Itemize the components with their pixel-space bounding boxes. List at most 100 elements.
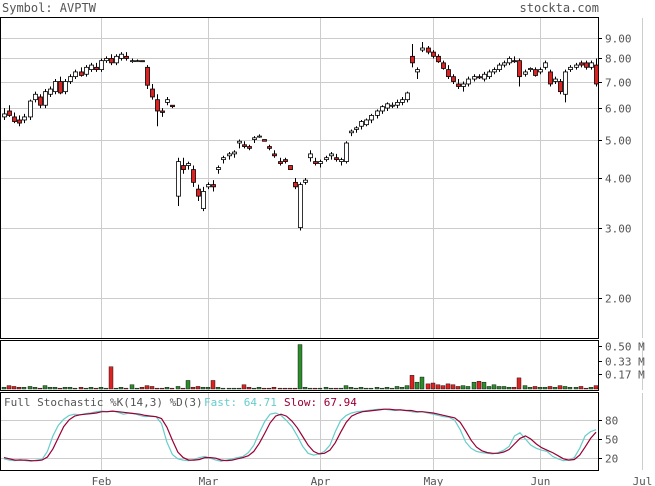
candle-body xyxy=(553,78,558,82)
candle-body xyxy=(405,92,410,101)
volume-bar xyxy=(542,387,548,390)
candle-body xyxy=(436,55,441,63)
candle-body xyxy=(43,91,48,106)
volume-bar xyxy=(471,381,477,390)
volume-bar xyxy=(123,387,129,390)
volume-bar xyxy=(72,387,78,390)
volume-bar xyxy=(210,380,216,390)
candle-body xyxy=(89,64,94,71)
candle-body xyxy=(344,142,349,162)
candle-body xyxy=(216,167,221,170)
volume-bar xyxy=(338,387,344,390)
candle-body xyxy=(99,60,104,71)
volume-bar xyxy=(363,387,369,390)
volume-tick-label: 0.50 M xyxy=(605,341,645,354)
candle-body xyxy=(181,165,186,170)
candle-body xyxy=(293,181,298,188)
volume-bar xyxy=(384,387,390,390)
candle-body xyxy=(84,66,89,75)
candle-body xyxy=(109,58,114,64)
candle-body xyxy=(354,127,359,130)
fast-value-label: Fast: 64.71 xyxy=(204,396,277,409)
price-tick-label: 8.00 xyxy=(605,53,632,66)
candle-body xyxy=(349,130,354,134)
candle-body xyxy=(313,161,318,164)
x-tick-label: Mar xyxy=(199,475,219,486)
volume-bar xyxy=(496,386,502,390)
candle-body xyxy=(400,99,405,103)
volume-bar xyxy=(486,386,492,390)
candle-body xyxy=(211,184,216,188)
volume-bar xyxy=(215,387,221,390)
candle-body xyxy=(528,68,533,71)
candle-body xyxy=(543,62,548,68)
volume-bar xyxy=(414,381,420,390)
candle-body xyxy=(298,184,303,229)
volume-bar xyxy=(62,387,68,390)
volume-bar xyxy=(389,387,395,390)
volume-bar xyxy=(11,386,17,390)
candle-body xyxy=(589,62,594,68)
volume-bar xyxy=(108,366,114,390)
volume-bar xyxy=(129,384,135,390)
candle-body xyxy=(104,58,109,62)
x-tick-label: May xyxy=(424,475,444,486)
candle-body xyxy=(79,71,84,76)
volume-bar xyxy=(425,383,431,390)
volume-bar xyxy=(532,386,538,390)
volume-bar xyxy=(491,384,497,390)
volume-bar xyxy=(435,384,441,390)
candle-body xyxy=(170,104,175,108)
candle-body xyxy=(461,83,466,87)
site-label: stockta.com xyxy=(520,1,599,15)
candle-body xyxy=(324,157,329,161)
volume-bar xyxy=(42,385,48,390)
candle-body xyxy=(415,69,420,73)
candle-body xyxy=(472,76,477,80)
volume-bar xyxy=(409,375,415,390)
volume-bar xyxy=(353,387,359,390)
volume-bar xyxy=(236,387,242,390)
candle-body xyxy=(548,71,553,85)
candle-body xyxy=(446,69,451,78)
candle-body xyxy=(135,60,140,63)
price-tick-label: 4.00 xyxy=(605,173,632,186)
candle-body xyxy=(227,153,232,157)
candle-body xyxy=(303,179,308,183)
volume-bar xyxy=(180,387,186,390)
stochastic-lines xyxy=(3,408,597,462)
price-tick-label: 2.00 xyxy=(605,293,632,306)
volume-bar xyxy=(251,387,257,390)
candle-body xyxy=(191,169,196,183)
volume-bar xyxy=(348,387,354,390)
volume-bar xyxy=(67,387,73,390)
volume-bar xyxy=(374,387,380,390)
volume-bar xyxy=(169,387,175,390)
candle-body xyxy=(507,58,512,64)
candle-body xyxy=(574,64,579,68)
candle-body xyxy=(512,60,517,63)
volume-bar xyxy=(593,385,599,390)
candle-body xyxy=(497,64,502,71)
candle-body xyxy=(165,99,170,103)
volume-bar xyxy=(246,387,252,390)
candle-body xyxy=(466,78,471,85)
candle-body xyxy=(130,60,135,63)
candle-body xyxy=(28,100,33,118)
candle-body xyxy=(482,73,487,80)
volume-bar xyxy=(292,387,298,390)
slow-stochastic-line xyxy=(3,408,597,462)
candle-body xyxy=(17,119,22,124)
stochastic-title: Full Stochastic %K(14,3) %D(3) xyxy=(4,396,203,409)
candle-body xyxy=(124,55,129,59)
candle-body xyxy=(160,110,165,113)
volume-bar xyxy=(552,387,558,390)
volume-bar xyxy=(511,387,517,390)
volume-bar xyxy=(27,386,33,390)
candle-body xyxy=(140,60,145,63)
candle-body xyxy=(492,69,497,73)
volume-bar xyxy=(287,387,293,390)
volume-bars xyxy=(1,344,599,390)
volume-bar xyxy=(78,387,84,390)
price-candles xyxy=(2,42,599,231)
